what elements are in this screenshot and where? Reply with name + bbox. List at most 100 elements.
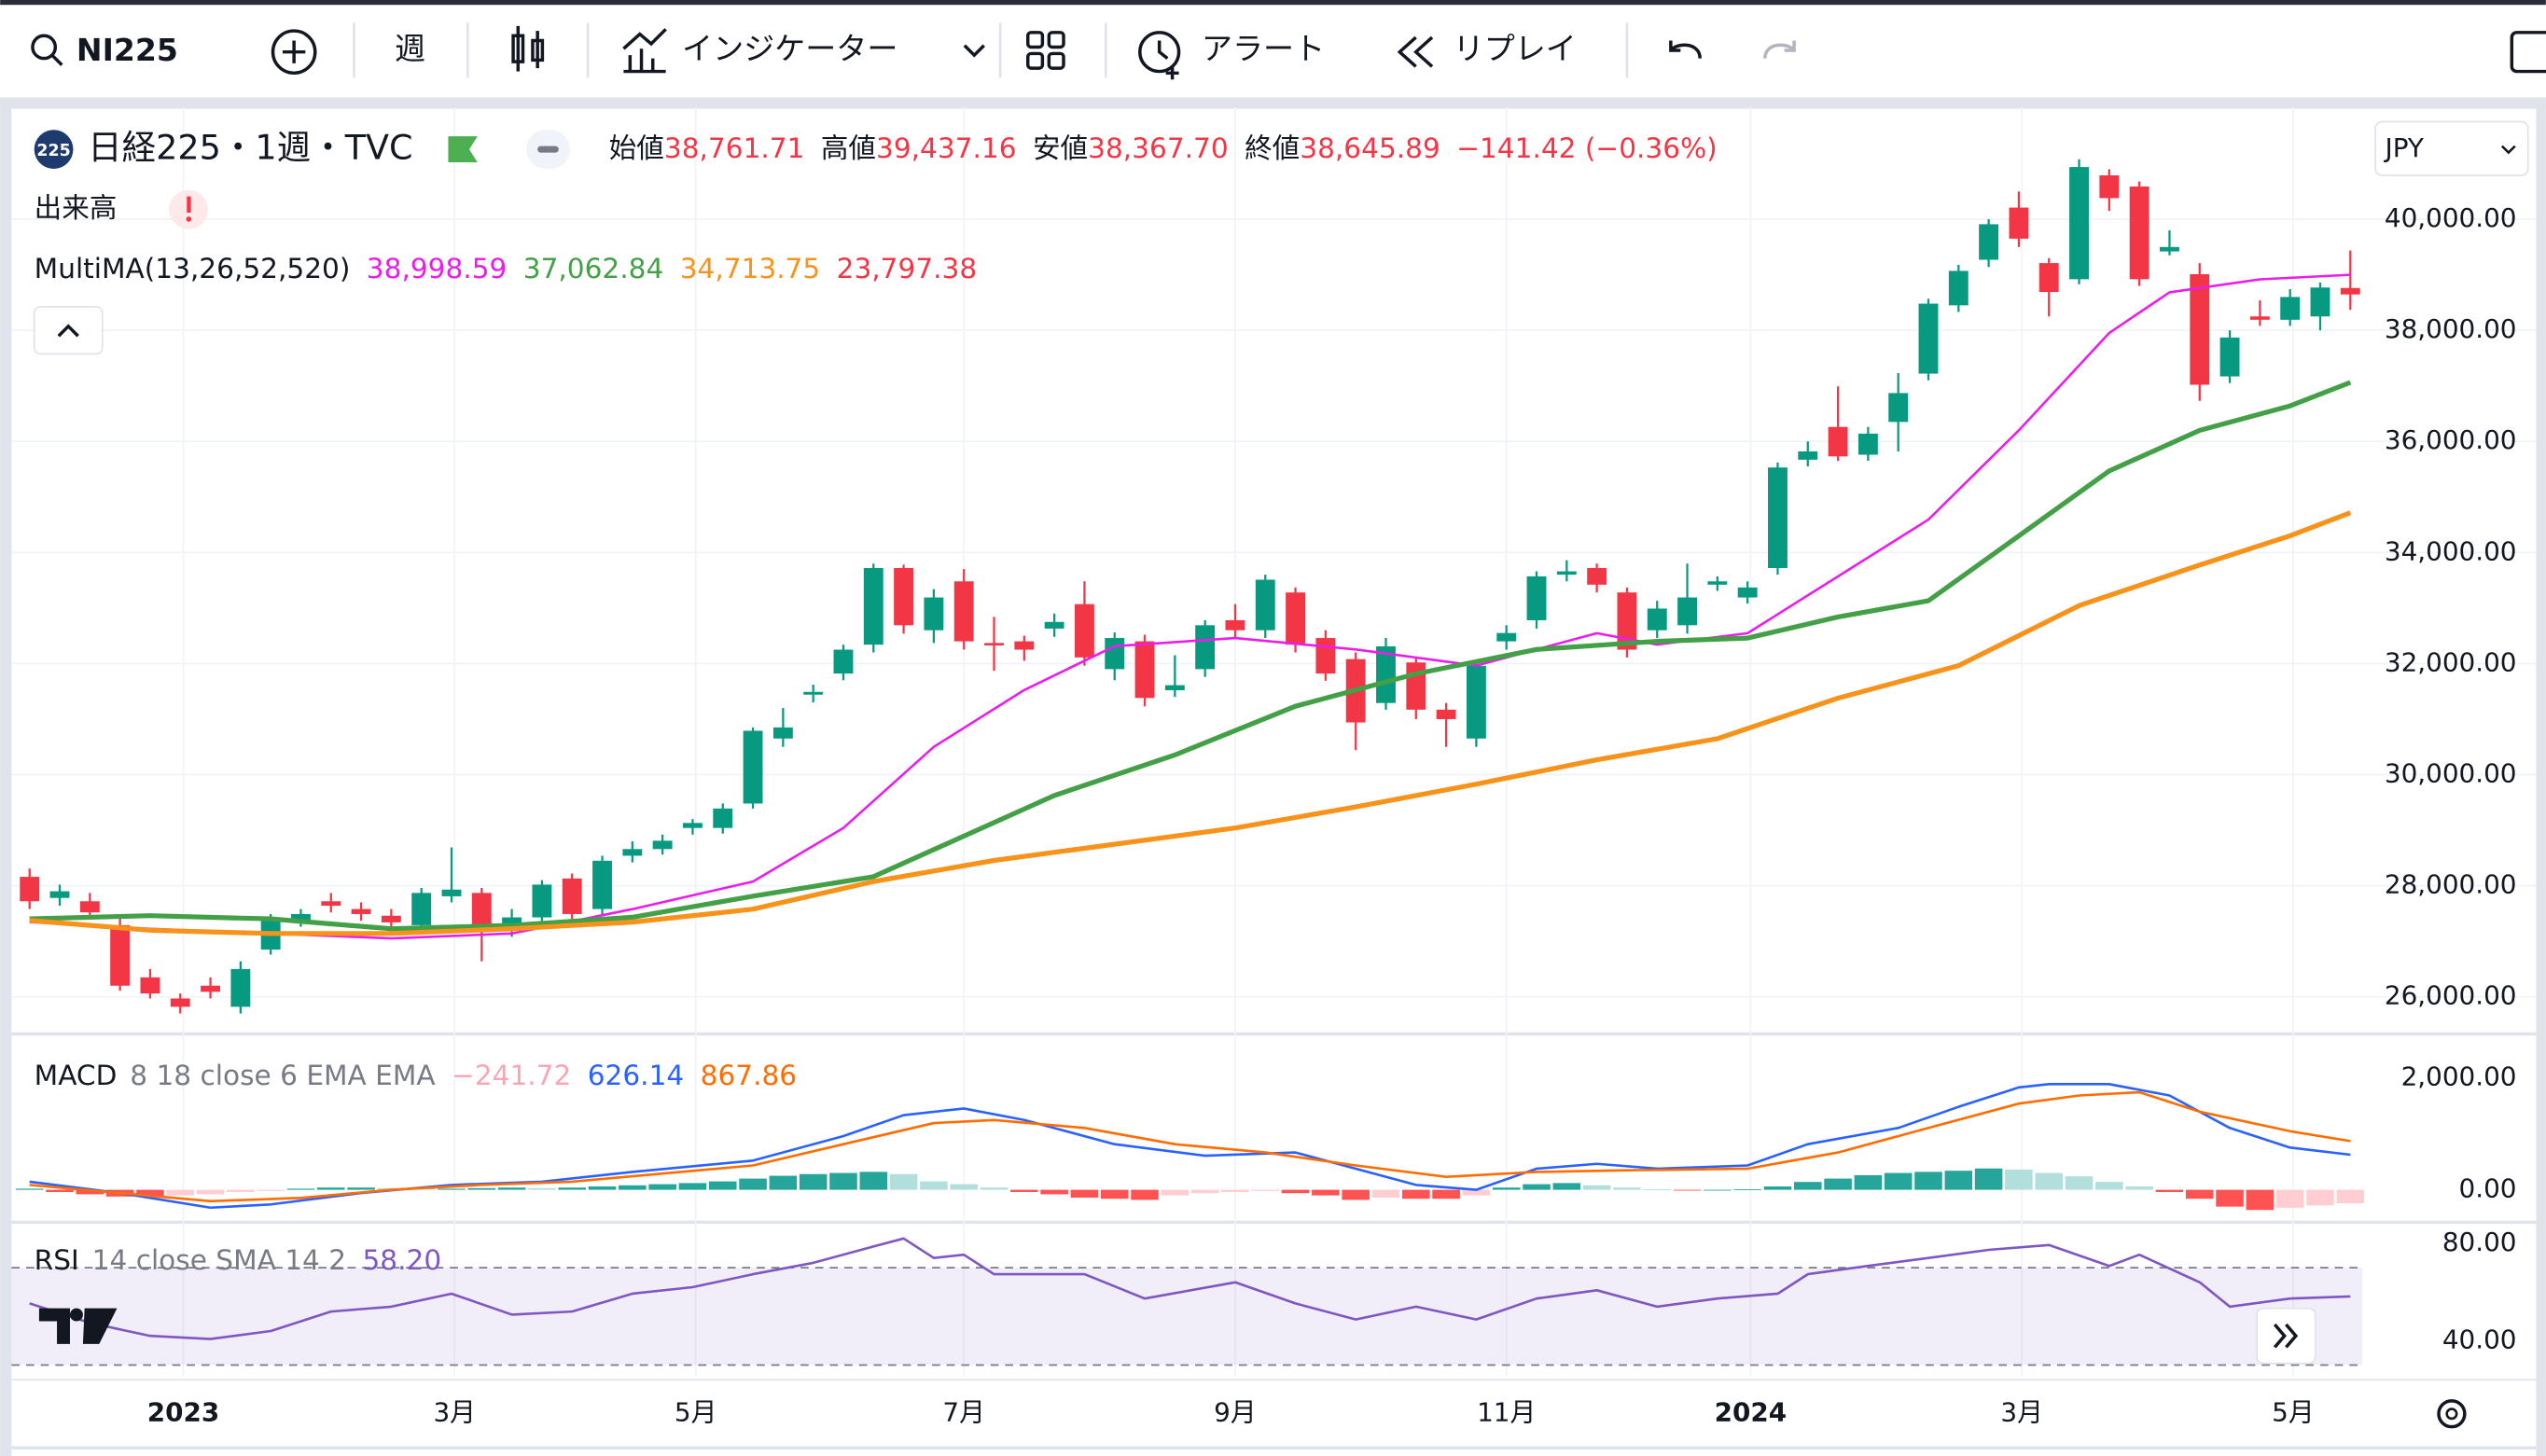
y-tick-label: 32,000.00	[2385, 646, 2517, 677]
indicators-icon[interactable]	[622, 28, 667, 74]
histogram-bar	[467, 1187, 496, 1190]
histogram-bar	[2035, 1172, 2064, 1190]
histogram-bar	[1040, 1189, 1068, 1195]
candle-body	[863, 567, 883, 645]
candle-body	[2249, 316, 2270, 320]
settings-button[interactable]	[2437, 1399, 2467, 1429]
ohlc-legend: 始値38,761.71 高値39,437.16 安値38,367.70 終値38,64…	[609, 132, 1718, 164]
y-tick-label: 40.00	[2442, 1324, 2517, 1354]
histogram-bar	[1190, 1189, 1219, 1194]
candle-body	[201, 985, 220, 992]
candle-body	[1888, 393, 1909, 423]
histogram-bar	[708, 1181, 737, 1190]
histogram-bar	[497, 1187, 526, 1190]
layout-icon[interactable]	[1025, 31, 1045, 49]
candle-body	[772, 727, 793, 739]
histogram-bar	[1884, 1172, 1913, 1190]
histogram-bar	[1432, 1189, 1460, 1199]
candle-body	[1225, 619, 1245, 631]
histogram-bar	[1312, 1189, 1340, 1196]
line-value: 58.20	[363, 1244, 442, 1276]
histogram-bar	[1613, 1187, 1641, 1190]
y-tick-label: 36,000.00	[2385, 424, 2517, 455]
candle-body	[894, 567, 914, 626]
symbol[interactable]: NI225	[77, 32, 178, 68]
collapse-icon	[57, 324, 79, 338]
histogram-bar	[1371, 1189, 1400, 1199]
histogram-bar	[1704, 1189, 1732, 1191]
histogram-bar	[980, 1187, 1009, 1190]
scroll-right-icon	[2273, 1323, 2299, 1349]
histogram-bar	[1221, 1189, 1249, 1193]
candle-body	[1979, 224, 1999, 260]
alert-icon	[1157, 40, 1179, 80]
candle-body	[1918, 303, 1939, 374]
currency-selector[interactable]	[2374, 120, 2529, 176]
histogram-bar	[889, 1173, 918, 1190]
rsi-legend: RSI 14 close SMA 14 2 58.20	[35, 1244, 441, 1276]
histogram-bar	[136, 1189, 164, 1197]
top-border	[0, 0, 2546, 6]
histogram-bar	[1974, 1168, 2003, 1190]
candle-body	[532, 884, 552, 918]
candle-body	[2310, 287, 2330, 317]
candle-body	[1857, 433, 1878, 455]
volume-label: 出来高	[35, 192, 118, 224]
ma-title: MultiMA(13,26,52,520)	[35, 252, 351, 284]
candle-body	[1164, 685, 1185, 690]
interval[interactable]: 週	[395, 30, 425, 66]
candle-body	[803, 691, 824, 695]
warning-icon	[186, 216, 192, 222]
toolbar-divider	[0, 97, 2546, 109]
ohlc-name: 安値	[1033, 132, 1088, 164]
histogram-bar	[1010, 1189, 1038, 1193]
candle-body	[381, 915, 401, 922]
histogram-bar	[2336, 1189, 2365, 1204]
candle-body	[351, 908, 371, 914]
histogram-bar	[286, 1188, 315, 1190]
histogram-bar	[1070, 1189, 1099, 1199]
search-icon[interactable]	[31, 34, 58, 61]
candle-body	[924, 597, 944, 631]
x-tick-label: 7月	[942, 1397, 985, 1428]
histogram-bar	[438, 1188, 466, 1190]
histogram-bar	[1854, 1174, 1883, 1190]
redo-button[interactable]	[1763, 40, 1796, 59]
histogram-bar	[1793, 1182, 1822, 1190]
candle-body	[1556, 571, 1577, 575]
candle-body	[1376, 645, 1396, 703]
indicator-title: MACD	[35, 1059, 118, 1090]
indicators-label[interactable]: インジケーター	[682, 30, 897, 66]
alert-label[interactable]: アラート	[1202, 30, 1325, 66]
histogram-bar	[2005, 1169, 2033, 1190]
replay-label[interactable]: リプレイ	[1454, 30, 1577, 66]
candle-body	[502, 917, 522, 929]
candle-body	[1677, 597, 1697, 626]
x-tick-label: 11月	[1477, 1397, 1536, 1428]
y-tick-label: 40,000.00	[2385, 202, 2517, 233]
currency[interactable]: JPY	[2384, 132, 2425, 163]
collapse-button[interactable]	[33, 306, 104, 355]
candle-body	[1707, 581, 1728, 585]
dropdown-icon[interactable]	[963, 44, 985, 58]
panel-button[interactable]	[2510, 31, 2546, 74]
candle-body	[1948, 270, 1969, 306]
indicator-line	[29, 1237, 2351, 1340]
histogram-bar	[46, 1189, 74, 1193]
candle-body	[411, 893, 432, 925]
candle-body	[1286, 592, 1306, 645]
undo-button[interactable]	[1669, 40, 1702, 59]
histogram-bar	[859, 1172, 888, 1190]
candle-body	[170, 998, 190, 1007]
candle-body	[1195, 625, 1216, 670]
replay-icon[interactable]	[1397, 35, 1434, 68]
candle-body	[984, 643, 1004, 645]
histogram-bar	[15, 1188, 44, 1190]
alert-icon[interactable]	[1138, 31, 1181, 74]
add-symbol-button[interactable]	[271, 29, 317, 76]
histogram-bar	[1492, 1187, 1521, 1190]
histogram-bar	[1643, 1188, 1672, 1190]
